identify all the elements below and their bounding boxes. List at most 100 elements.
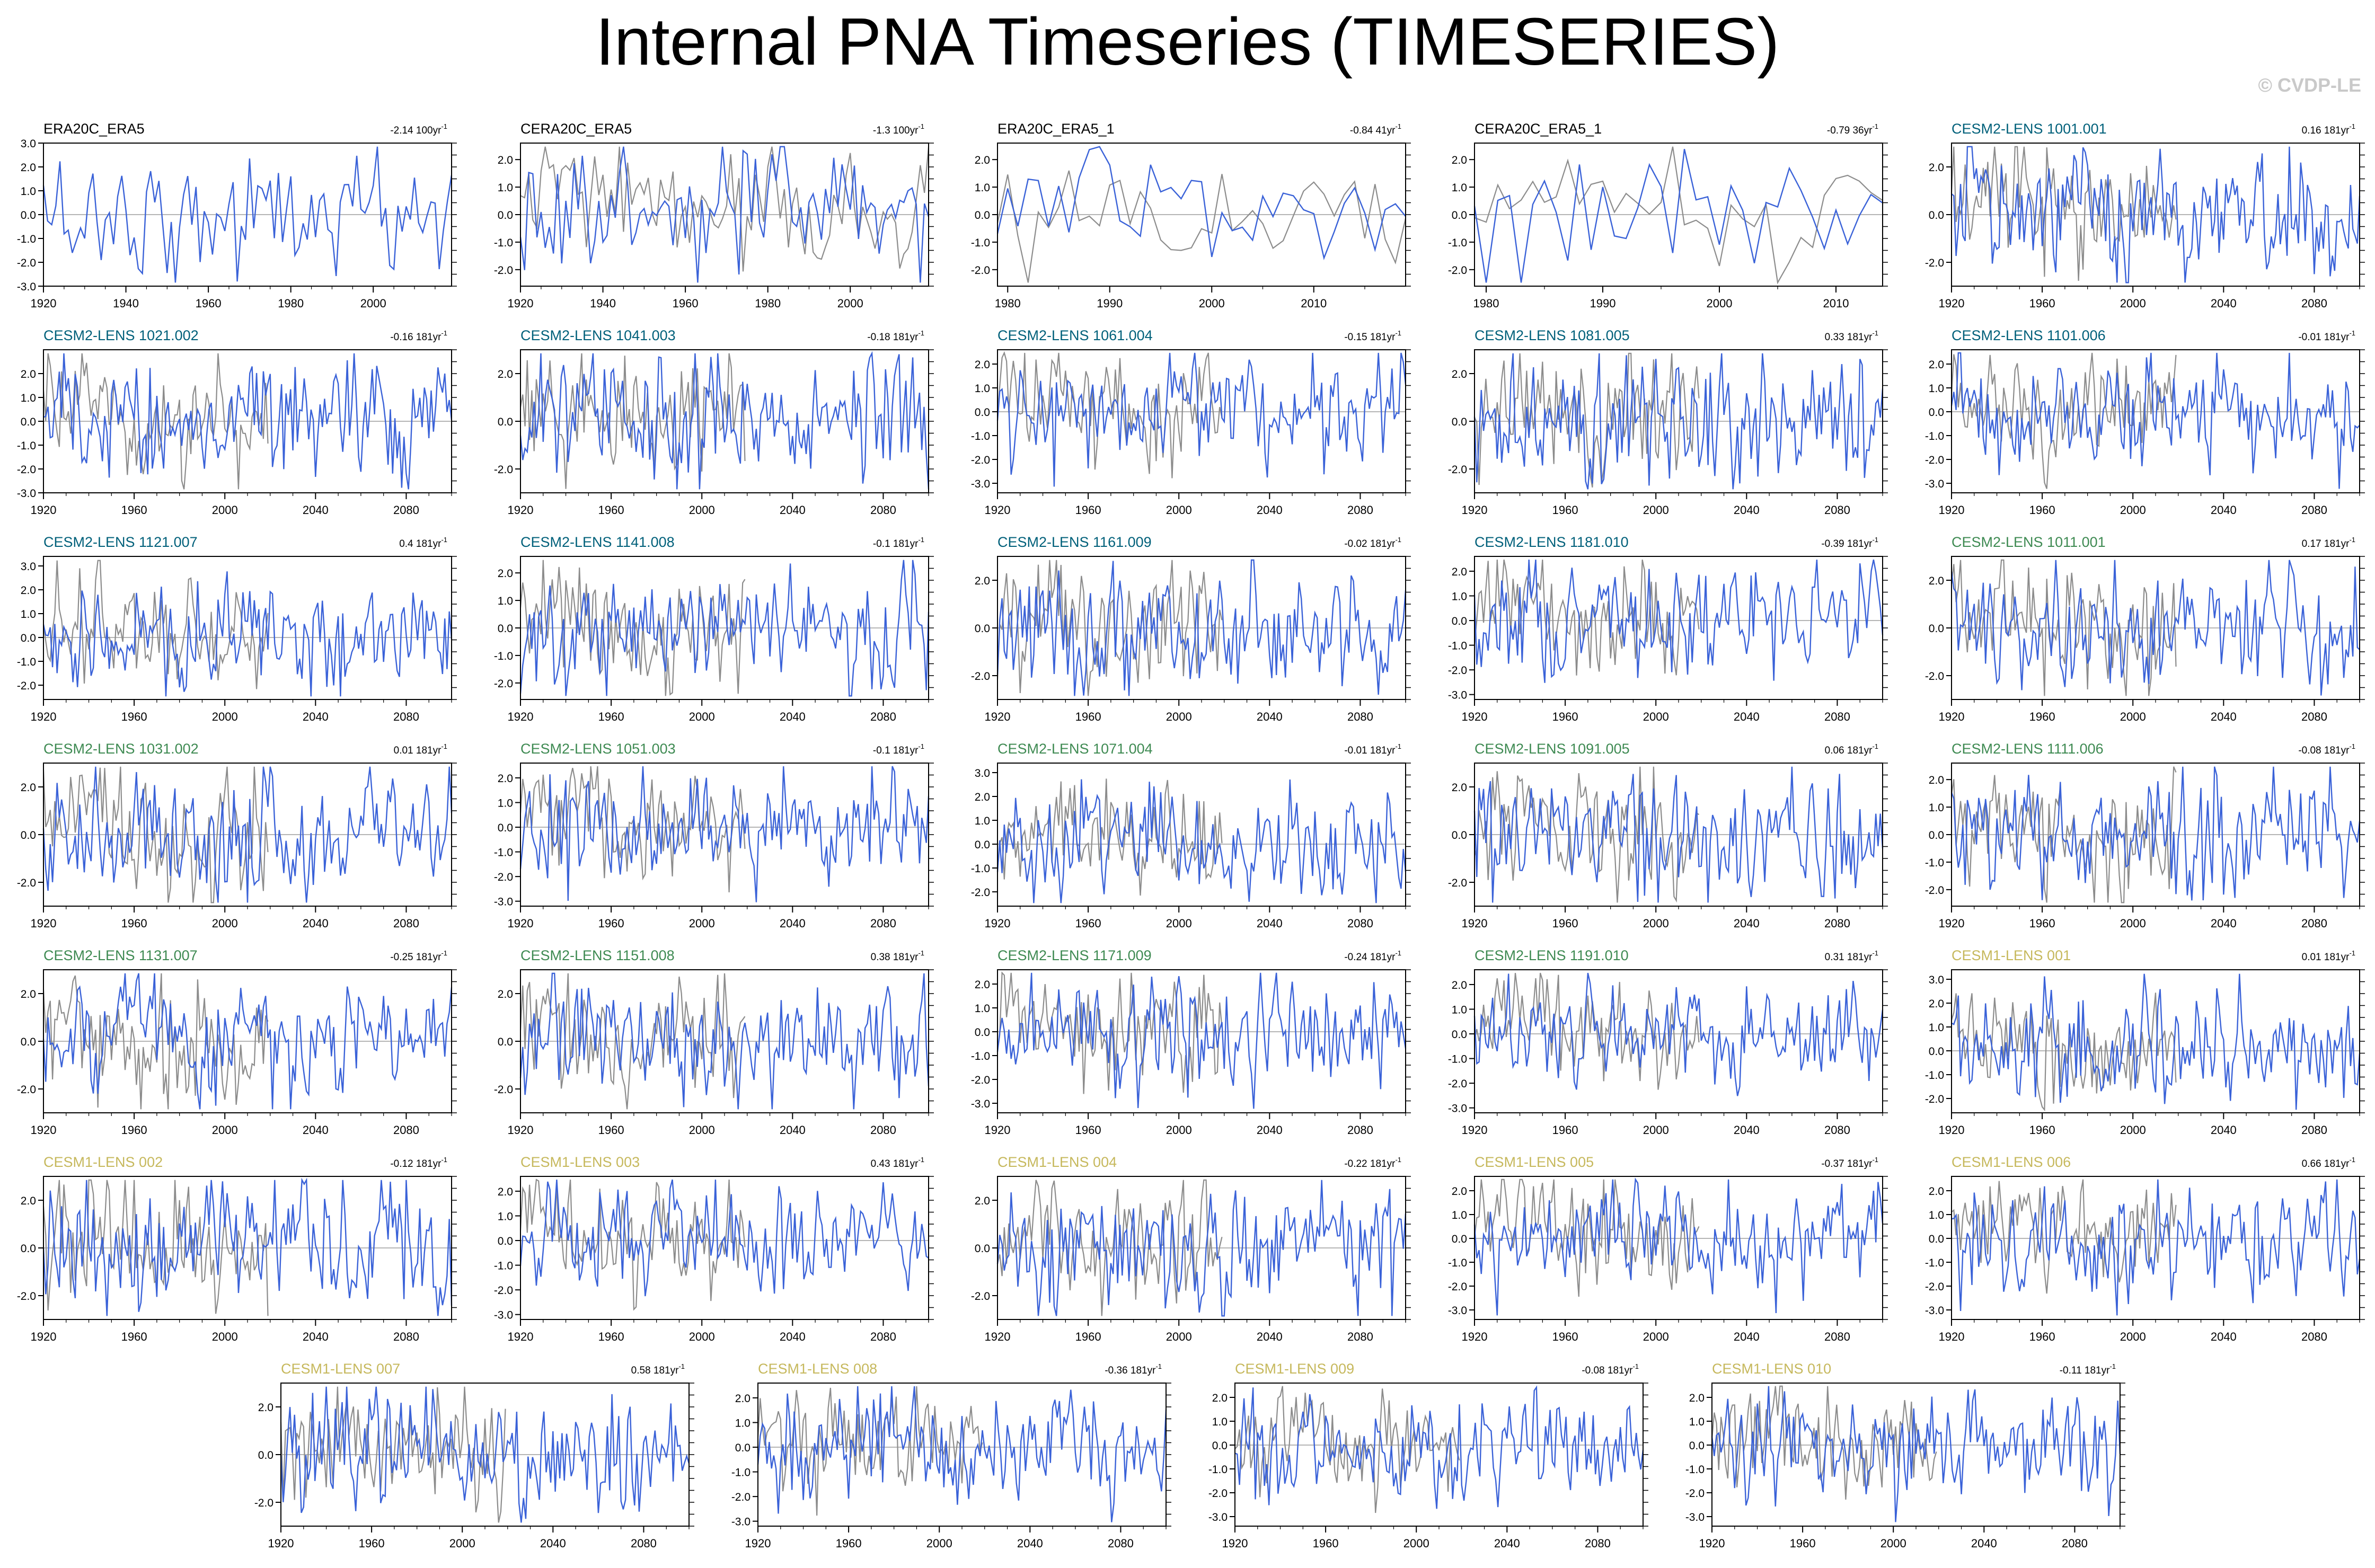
trend-label: -0.18 181yr-1	[867, 329, 924, 343]
trend-exponent: -1	[918, 1156, 924, 1164]
timeseries-panel: 3.0 2.0 1.0 0.0 -1.0 -2.0 1920 1960 2000 2040 2080…	[1925, 947, 2365, 1137]
y-tick-label: -1.0	[1925, 1069, 1944, 1082]
x-tick-label: 1960	[2029, 503, 2055, 517]
x-tick-label: 2000	[2120, 917, 2146, 930]
y-tick-label: 1.0	[1929, 1022, 1944, 1034]
model-series-line	[1951, 146, 2361, 284]
y-tick-label: -3.0	[494, 1309, 513, 1322]
panel-title: CESM2-LENS 1031.002	[43, 741, 199, 757]
trend-label: -0.11 181yr-1	[2060, 1362, 2116, 1376]
x-tick-label: 1960	[359, 1537, 385, 1550]
model-series-line	[1950, 560, 2360, 696]
y-tick-label: 2.0	[1452, 368, 1467, 380]
y-tick-label: -2.0	[494, 1084, 513, 1096]
y-tick-label: 1.0	[21, 608, 36, 621]
x-tick-label: 1960	[2029, 710, 2055, 723]
y-tick-label: 2.0	[975, 359, 990, 371]
observed-series-line	[996, 170, 1407, 283]
x-tick-label: 2000	[689, 503, 715, 517]
panel-title: CESM2-LENS 1111.006	[1952, 741, 2104, 757]
trend-exponent: -1	[2109, 1362, 2116, 1370]
x-tick-label: 1960	[1552, 1123, 1578, 1137]
x-tick-label: 2040	[2211, 710, 2237, 723]
y-tick-label: -1.0	[971, 1050, 990, 1062]
y-tick-label: -1.0	[1208, 1464, 1228, 1476]
y-tick-label: -3.0	[17, 281, 36, 293]
y-tick-label: 2.0	[498, 1186, 513, 1198]
x-tick-label: 2040	[780, 1330, 806, 1343]
y-tick-label: -2.0	[1448, 1078, 1467, 1090]
model-series-line	[1234, 1385, 1644, 1509]
trend-label: -0.08 181yr-1	[1582, 1362, 1639, 1376]
x-tick-label: 2000	[212, 1330, 238, 1343]
trend-exponent: -1	[1395, 536, 1401, 544]
y-tick-label: 2.0	[1452, 979, 1467, 991]
timeseries-panel: 2.0 1.0 0.0 -1.0 -2.0 -3.0 1920 1960 2000 2040 208…	[971, 327, 1411, 517]
y-tick-label: -2.0	[971, 1074, 990, 1086]
x-tick-label: 2040	[780, 710, 806, 723]
plot-frame	[43, 556, 452, 700]
trend-exponent: -1	[2349, 1156, 2355, 1164]
y-tick-label: 3.0	[1929, 974, 1944, 986]
x-tick-label: 2000	[1166, 1123, 1192, 1137]
x-tick-label: 1920	[31, 1123, 57, 1137]
trend-exponent: -1	[2349, 329, 2355, 337]
copyright-label: © CVDP-LE	[2258, 74, 2361, 96]
trend-label: -0.08 181yr-1	[2298, 742, 2355, 756]
x-tick-label: 1980	[755, 297, 781, 310]
panel-title: CESM1-LENS 009	[1235, 1361, 1354, 1377]
x-tick-label: 1920	[508, 1123, 534, 1137]
panel-title: CESM1-LENS 004	[997, 1154, 1117, 1170]
y-tick-label: -1.0	[1448, 1053, 1467, 1066]
model-series-line	[42, 146, 453, 283]
x-tick-label: 1960	[598, 710, 624, 723]
y-tick-label: -3.0	[494, 896, 513, 908]
trend-exponent: -1	[918, 742, 924, 750]
y-tick-label: -2.0	[494, 871, 513, 883]
y-tick-label: -1.0	[494, 847, 513, 859]
observed-series-line	[996, 778, 1223, 896]
x-tick-label: 1960	[1552, 503, 1578, 517]
x-tick-label: 2040	[1734, 1123, 1760, 1137]
y-tick-label: 0.0	[1452, 1233, 1467, 1245]
y-tick-label: 0.0	[21, 829, 36, 841]
y-tick-label: 2.0	[1452, 1185, 1467, 1198]
y-tick-label: -2.0	[1448, 665, 1467, 677]
y-tick-label: -1.0	[17, 656, 36, 668]
x-tick-label: 1960	[121, 710, 147, 723]
model-series-line	[996, 352, 1407, 487]
y-tick-label: 2.0	[21, 782, 36, 794]
plot-frame	[757, 1383, 1167, 1527]
x-tick-label: 2000	[1643, 917, 1669, 930]
x-tick-label: 1990	[1097, 297, 1123, 310]
y-tick-label: -1.0	[971, 863, 990, 875]
x-tick-label: 1980	[995, 297, 1021, 310]
observed-series-line	[996, 971, 1223, 1094]
x-tick-label: 1960	[196, 297, 222, 310]
timeseries-panel: 2.0 1.0 0.0 -1.0 -2.0 -3.0 1920 1960 2000 2040 208…	[494, 741, 934, 930]
y-tick-label: 2.0	[498, 988, 513, 1000]
x-tick-label: 2080	[1347, 917, 1373, 930]
timeseries-panel: 2.0 1.0 0.0 -1.0 -2.0 -3.0 1920 1960 2000 2040 208…	[1448, 947, 1888, 1137]
panel-title: CESM2-LENS 1191.010	[1475, 947, 1629, 963]
trend-exponent: -1	[1395, 949, 1401, 957]
y-tick-label: 2.0	[975, 1195, 990, 1207]
x-tick-label: 1920	[508, 503, 534, 517]
timeseries-panel: 2.0 0.0 -2.0 1920 1960 2000 2040 2080 CESM2-LENS…	[17, 947, 457, 1137]
x-tick-label: 1920	[508, 917, 534, 930]
x-tick-label: 2080	[2301, 1123, 2327, 1137]
x-tick-label: 1960	[1075, 503, 1101, 517]
y-tick-label: 1.0	[498, 1210, 513, 1222]
x-tick-label: 2080	[1824, 1330, 1850, 1343]
trend-exponent: -1	[1632, 1362, 1639, 1370]
y-tick-label: 1.0	[21, 392, 36, 404]
model-series-line	[1473, 1177, 1884, 1316]
x-tick-label: 1920	[1939, 503, 1965, 517]
y-tick-label: -2.0	[17, 464, 36, 476]
y-tick-label: -1.0	[971, 430, 990, 442]
x-tick-label: 2080	[2301, 710, 2327, 723]
panel-title: CESM2-LENS 1171.009	[997, 947, 1152, 963]
panel-title: CESM2-LENS 1021.002	[43, 327, 199, 343]
x-tick-label: 2080	[1824, 917, 1850, 930]
trend-exponent: -1	[2349, 536, 2355, 544]
